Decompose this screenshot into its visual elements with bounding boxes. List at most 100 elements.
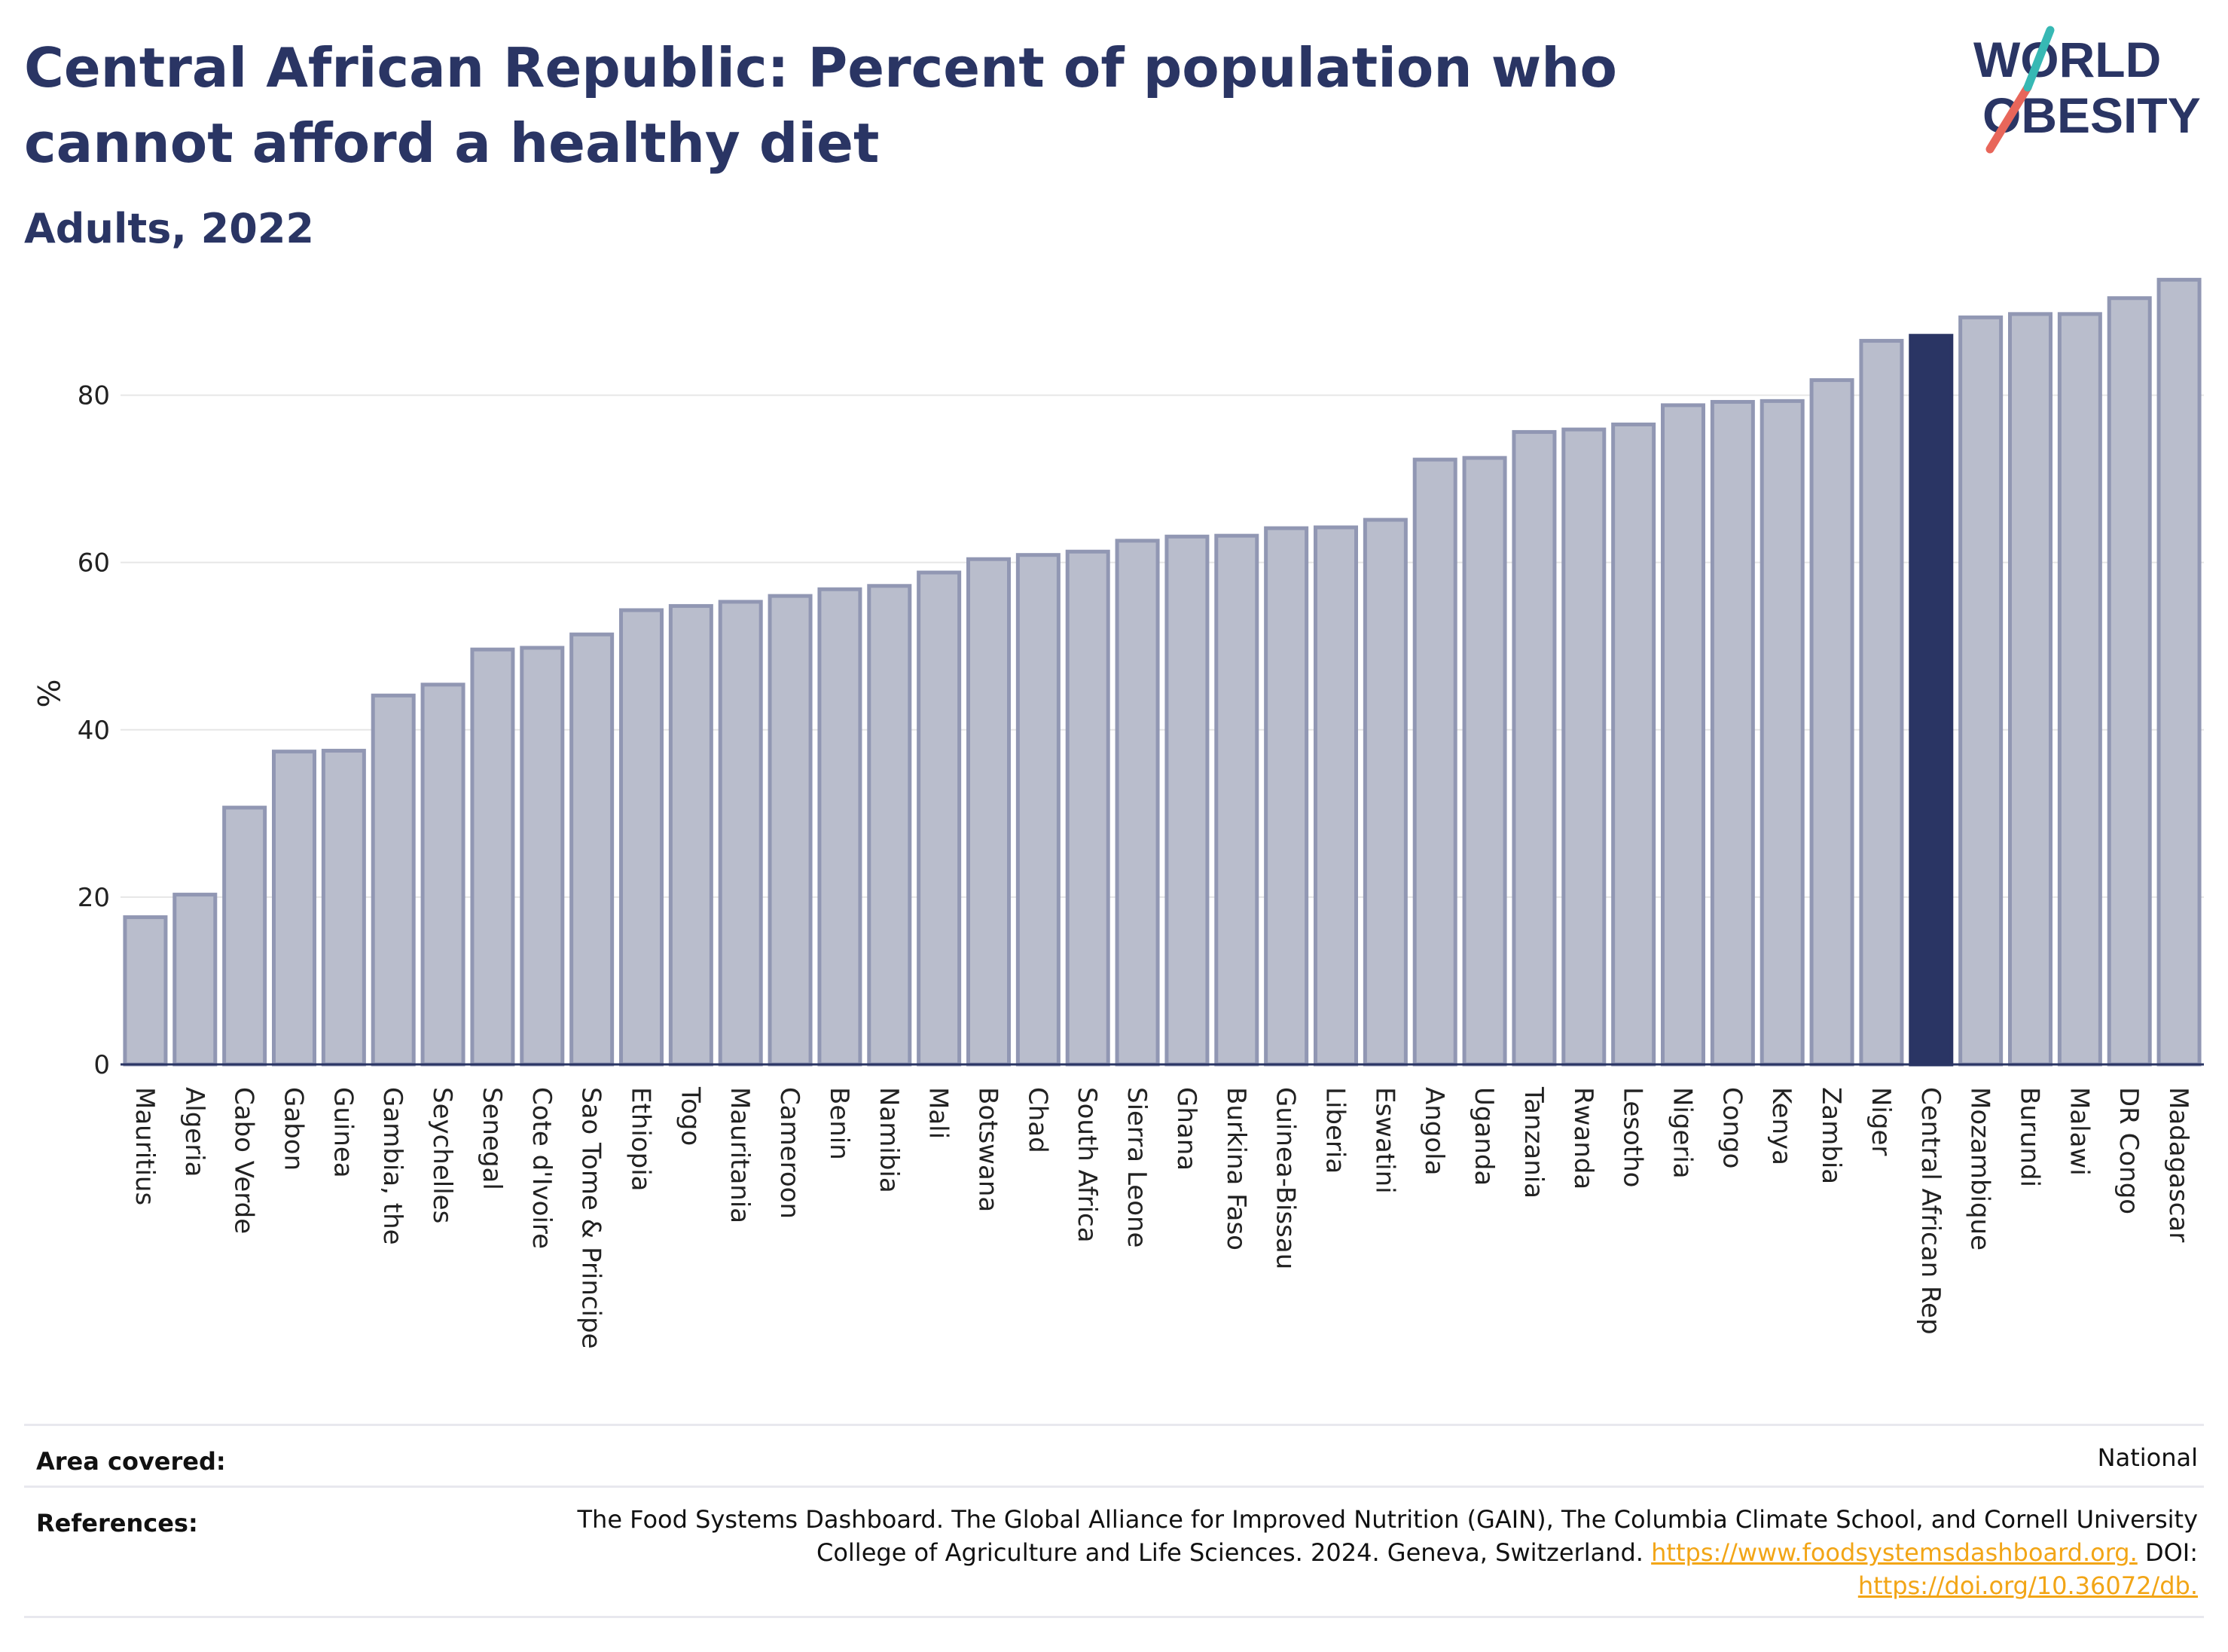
bar[interactable] xyxy=(1958,315,2004,1067)
x-tick-label: Togo xyxy=(675,1086,705,1146)
references-label: References: xyxy=(36,1509,198,1537)
bar[interactable] xyxy=(1561,427,1607,1067)
bar[interactable] xyxy=(1363,518,1408,1067)
x-tick-label: Ethiopia xyxy=(626,1087,656,1191)
bar[interactable] xyxy=(1412,457,1457,1067)
bar[interactable] xyxy=(817,587,862,1067)
x-tick-label: Mozambique xyxy=(1965,1087,1995,1250)
bar[interactable] xyxy=(520,646,565,1067)
x-tick-label: Sao Tome & Principe xyxy=(576,1087,606,1349)
references-line-1: The Food Systems Dashboard. The Global A… xyxy=(577,1505,2198,1534)
bar[interactable] xyxy=(1164,534,1210,1067)
chart-subtitle: Adults, 2022 xyxy=(24,205,314,252)
logo-slash-red xyxy=(1985,83,2032,154)
bar[interactable] xyxy=(321,749,366,1067)
x-axis-labels: Mauritius Algeria Cabo Verde Gabon Guinea Gam… xyxy=(130,1086,2193,1349)
bar[interactable] xyxy=(1660,403,1706,1067)
x-tick-label: Guinea xyxy=(328,1087,358,1178)
bar[interactable] xyxy=(1512,429,1557,1067)
bar[interactable] xyxy=(966,557,1012,1067)
bar[interactable] xyxy=(271,750,317,1067)
x-tick-label: Nigeria xyxy=(1668,1087,1698,1179)
bars xyxy=(123,277,2202,1067)
bar[interactable] xyxy=(668,603,713,1067)
bar[interactable] xyxy=(1264,526,1309,1067)
x-tick-label: Angola xyxy=(1419,1087,1449,1175)
doi-link[interactable]: https://doi.org/10.36072/db. xyxy=(1857,1571,2198,1600)
bar[interactable] xyxy=(768,594,813,1067)
x-tick-label: Zambia xyxy=(1816,1087,1846,1184)
y-tick-label: 20 xyxy=(78,883,110,913)
grid-lines xyxy=(121,394,2204,898)
bar[interactable] xyxy=(569,632,615,1067)
x-tick-label: Seychelles xyxy=(427,1087,457,1223)
bar[interactable] xyxy=(222,805,267,1067)
bar[interactable] xyxy=(917,570,962,1067)
area-covered-value: National xyxy=(2097,1443,2198,1472)
x-tick-label: Cote d'Ivoire xyxy=(526,1087,557,1249)
bar[interactable] xyxy=(1214,533,1259,1067)
x-tick-label: Namibia xyxy=(874,1087,904,1193)
x-tick-label: Mauritania xyxy=(725,1087,755,1223)
bar[interactable] xyxy=(867,584,912,1067)
x-tick-label: Madagascar xyxy=(2163,1087,2193,1242)
bar[interactable] xyxy=(123,915,168,1067)
x-tick-label: Cameroon xyxy=(774,1087,804,1219)
x-tick-label: Guinea-Bissau xyxy=(1271,1087,1301,1269)
bar[interactable] xyxy=(1809,378,1854,1067)
area-covered-label: Area covered: xyxy=(36,1447,226,1476)
bar[interactable] xyxy=(172,893,218,1067)
x-tick-label: Mali xyxy=(923,1087,954,1139)
x-tick-label: Rwanda xyxy=(1568,1087,1598,1189)
bar[interactable] xyxy=(1859,338,1904,1067)
world-obesity-logo: WORLD OBESITY xyxy=(1973,26,2201,154)
x-tick-label: Algeria xyxy=(179,1087,209,1177)
y-tick-label: 80 xyxy=(78,381,110,411)
x-tick-label: Senegal xyxy=(477,1087,507,1190)
x-tick-label: Kenya xyxy=(1766,1087,1796,1165)
x-tick-label: Eswatini xyxy=(1369,1087,1399,1194)
bar[interactable] xyxy=(1313,525,1359,1067)
bar[interactable] xyxy=(371,693,416,1067)
x-tick-label: Botswana xyxy=(973,1087,1003,1212)
x-tick-label: Liberia xyxy=(1320,1087,1351,1174)
x-tick-label: Uganda xyxy=(1469,1087,1499,1186)
x-tick-label: Central African Rep xyxy=(1915,1087,1946,1335)
x-tick-label: Chad xyxy=(1022,1087,1052,1153)
references-line-2: College of Agriculture and Life Sciences… xyxy=(577,1536,2198,1569)
x-tick-label: DR Congo xyxy=(2114,1087,2144,1214)
references-line-2-text: College of Agriculture and Life Sciences… xyxy=(816,1538,1644,1567)
x-tick-label: Malawi xyxy=(2064,1087,2094,1176)
y-tick-label: 40 xyxy=(78,716,110,746)
bar[interactable] xyxy=(1611,422,1656,1067)
bar[interactable] xyxy=(1065,549,1110,1067)
dashboard-link[interactable]: https://www.foodsystemsdashboard.org. xyxy=(1651,1538,2138,1567)
y-axis-title: % xyxy=(30,679,65,707)
x-tick-label: Mauritius xyxy=(130,1087,160,1205)
bar[interactable] xyxy=(1760,398,1805,1067)
bar[interactable] xyxy=(420,682,465,1067)
bar[interactable] xyxy=(2057,312,2102,1067)
bar[interactable] xyxy=(470,647,515,1067)
x-tick-label: Gambia, the xyxy=(377,1087,407,1245)
x-tick-label: Burkina Faso xyxy=(1221,1087,1251,1250)
x-tick-label: Burundi xyxy=(2015,1087,2045,1187)
bar[interactable] xyxy=(2107,296,2152,1067)
bar[interactable] xyxy=(1015,553,1061,1067)
bar[interactable] xyxy=(618,608,664,1067)
references-text: The Food Systems Dashboard. The Global A… xyxy=(577,1503,2198,1602)
x-tick-label: Cabo Verde xyxy=(229,1087,259,1234)
bar-highlight[interactable] xyxy=(1909,334,1954,1067)
bar[interactable] xyxy=(1462,456,1507,1067)
bar[interactable] xyxy=(1115,539,1160,1067)
bar[interactable] xyxy=(718,600,763,1067)
info-table: Area covered: National References: The F… xyxy=(24,1424,2204,1618)
x-tick-label: Ghana xyxy=(1171,1087,1201,1171)
x-tick-label: Tanzania xyxy=(1518,1086,1549,1199)
x-tick-label: Gabon xyxy=(279,1087,309,1171)
logo-slash-teal xyxy=(2023,26,2055,92)
bar[interactable] xyxy=(2156,277,2202,1067)
references-row: References: The Food Systems Dashboard. … xyxy=(24,1486,2204,1618)
bar[interactable] xyxy=(2007,312,2053,1067)
bar[interactable] xyxy=(1710,399,1755,1067)
